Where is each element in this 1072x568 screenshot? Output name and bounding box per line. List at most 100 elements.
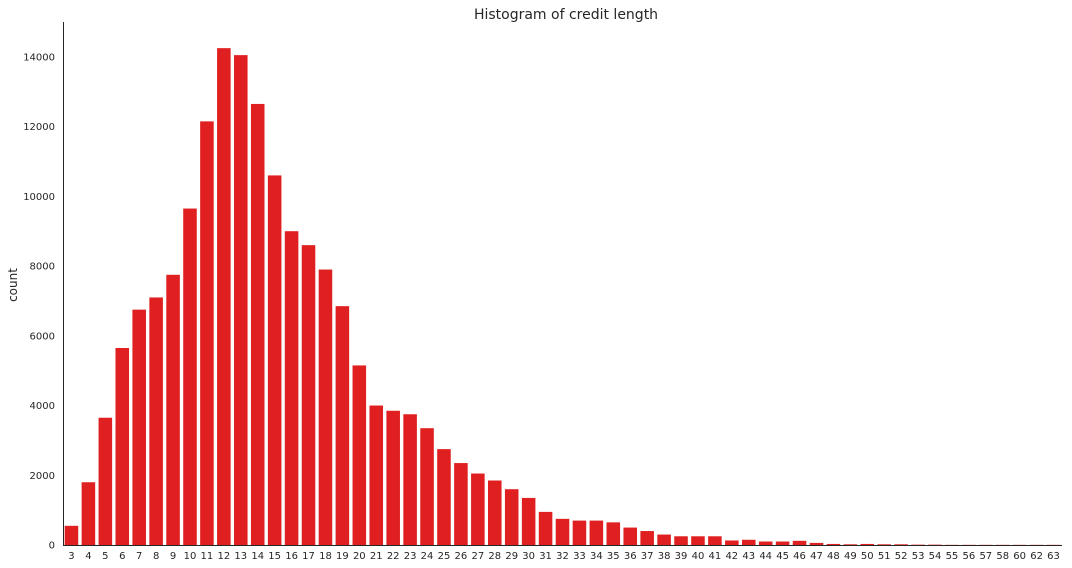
x-tick-label: 62 xyxy=(1030,551,1043,562)
bar-8 xyxy=(149,297,163,545)
bar-48 xyxy=(826,543,841,545)
x-tick-label: 43 xyxy=(742,551,755,562)
x-tick-label: 6 xyxy=(119,551,125,562)
x-tick-label: 13 xyxy=(234,551,247,562)
x-tick-label: 22 xyxy=(387,551,400,562)
x-tick-label: 42 xyxy=(725,551,738,562)
x-tick-label: 11 xyxy=(201,551,214,562)
y-tick-label: 6000 xyxy=(30,331,55,342)
bar-20 xyxy=(352,365,367,545)
bar-15 xyxy=(267,175,282,545)
x-tick-label: 63 xyxy=(1047,551,1060,562)
bar-43 xyxy=(741,539,756,545)
bar-14 xyxy=(250,103,265,545)
bar-3 xyxy=(64,525,79,545)
bar-32 xyxy=(555,518,570,545)
x-tick-label: 39 xyxy=(675,551,688,562)
bar-46 xyxy=(792,540,807,545)
x-tick-label: 8 xyxy=(153,551,159,562)
bar-34 xyxy=(589,520,604,545)
x-tick-label: 18 xyxy=(319,551,332,562)
x-tick-label: 24 xyxy=(421,551,434,562)
bar-31 xyxy=(538,511,553,545)
bars-layer xyxy=(64,48,1061,546)
bar-23 xyxy=(403,414,417,545)
x-tick-label: 34 xyxy=(590,551,603,562)
y-tick-label: 14000 xyxy=(23,52,55,63)
bar-10 xyxy=(183,208,197,546)
bar-37 xyxy=(640,531,654,545)
x-tick-label: 12 xyxy=(217,551,230,562)
bar-13 xyxy=(234,55,248,546)
y-axis-title: count xyxy=(6,268,20,302)
bar-36 xyxy=(623,527,638,545)
y-tick-label: 0 xyxy=(49,541,55,552)
bar-6 xyxy=(115,348,130,545)
bar-33 xyxy=(572,520,587,545)
x-tick-label: 19 xyxy=(336,551,349,562)
bar-39 xyxy=(674,536,688,545)
x-tick-label: 48 xyxy=(827,551,840,562)
bar-22 xyxy=(386,410,400,545)
bar-18 xyxy=(318,269,333,545)
x-tick-label: 16 xyxy=(285,551,298,562)
x-tick-label: 26 xyxy=(455,551,468,562)
bar-5 xyxy=(98,417,113,545)
x-tick-label: 7 xyxy=(136,551,142,562)
x-tick-label: 47 xyxy=(810,551,823,562)
x-tick-label: 49 xyxy=(844,551,857,562)
bar-41 xyxy=(708,536,722,545)
x-tick-label: 28 xyxy=(488,551,501,562)
x-tick-label: 36 xyxy=(624,551,637,562)
x-tick-label: 35 xyxy=(607,551,620,562)
y-axis-ticks: 0 2000 4000 6000 8000 10000 12000 14000 xyxy=(23,52,55,551)
bar-4 xyxy=(81,482,96,545)
bar-30 xyxy=(521,497,536,545)
x-axis-ticks: 3 4 5 6 7 8 9 10 11 12 13 14 15 16 17 18 19 20 21 22 23 24 25 2… xyxy=(68,551,1060,562)
y-tick-label: 10000 xyxy=(23,192,55,203)
x-tick-label: 38 xyxy=(658,551,671,562)
x-tick-label: 44 xyxy=(759,551,772,562)
bar-42 xyxy=(725,540,739,545)
x-tick-label: 27 xyxy=(471,551,484,562)
bar-19 xyxy=(335,306,350,545)
x-tick-label: 23 xyxy=(404,551,417,562)
x-tick-label: 52 xyxy=(895,551,908,562)
bar-24 xyxy=(420,428,434,545)
bar-16 xyxy=(284,231,299,545)
x-tick-label: 32 xyxy=(556,551,569,562)
x-tick-label: 40 xyxy=(692,551,705,562)
chart-title: Histogram of credit length xyxy=(474,7,658,23)
x-tick-label: 45 xyxy=(776,551,789,562)
x-tick-label: 51 xyxy=(878,551,891,562)
y-tick-label: 4000 xyxy=(30,401,55,412)
x-tick-label: 33 xyxy=(573,551,586,562)
x-tick-label: 37 xyxy=(641,551,654,562)
x-tick-label: 20 xyxy=(353,551,366,562)
x-tick-label: 4 xyxy=(85,551,91,562)
bar-7 xyxy=(132,309,146,545)
x-tick-label: 56 xyxy=(963,551,976,562)
bar-52 xyxy=(894,544,908,545)
bar-40 xyxy=(691,536,705,545)
x-tick-label: 9 xyxy=(170,551,176,562)
bar-47 xyxy=(809,542,824,545)
x-tick-label: 3 xyxy=(68,551,74,562)
x-tick-label: 54 xyxy=(929,551,942,562)
x-tick-label: 14 xyxy=(251,551,264,562)
bar-50 xyxy=(860,543,875,545)
y-tick-label: 12000 xyxy=(23,122,55,133)
bar-44 xyxy=(758,541,773,545)
bar-26 xyxy=(454,463,468,545)
x-tick-label: 29 xyxy=(505,551,518,562)
bar-27 xyxy=(471,473,485,545)
bar-38 xyxy=(657,534,671,545)
x-tick-label: 17 xyxy=(302,551,315,562)
x-tick-label: 60 xyxy=(1013,551,1026,562)
x-tick-label: 41 xyxy=(709,551,722,562)
x-tick-label: 57 xyxy=(979,551,992,562)
bar-28 xyxy=(488,480,502,545)
x-tick-label: 15 xyxy=(268,551,281,562)
x-tick-label: 21 xyxy=(370,551,383,562)
